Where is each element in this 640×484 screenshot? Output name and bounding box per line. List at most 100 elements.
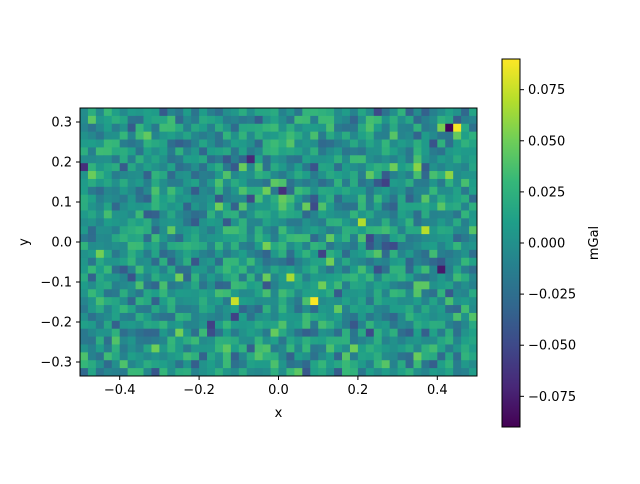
heatmap-cell <box>214 328 224 337</box>
heatmap-cell <box>80 305 89 314</box>
heatmap-cell <box>310 328 319 337</box>
heatmap-cell <box>278 163 287 172</box>
heatmap-cell <box>222 171 232 180</box>
heatmap-cell <box>437 265 446 274</box>
heatmap-cell <box>135 226 144 235</box>
heatmap-cell <box>302 108 311 117</box>
heatmap-cell <box>278 108 287 117</box>
heatmap-cell <box>357 336 367 345</box>
heatmap-cell <box>191 115 200 125</box>
heatmap-cell <box>95 242 105 251</box>
heatmap-cell <box>349 289 359 298</box>
heatmap-cell <box>238 131 248 140</box>
heatmap-cell <box>349 368 359 377</box>
heatmap-cell <box>135 131 144 140</box>
heatmap-cell <box>342 226 351 235</box>
heatmap-cell <box>159 210 168 219</box>
heatmap-cell <box>135 210 144 219</box>
heatmap-cell <box>429 368 438 377</box>
heatmap-cell <box>469 289 478 298</box>
heatmap-cell <box>397 171 406 180</box>
heatmap-cell <box>294 123 303 133</box>
heatmap-cell <box>373 131 383 140</box>
colorbar-tick-label: 0.025 <box>528 185 565 200</box>
heatmap-cell <box>318 336 327 345</box>
heatmap-cell <box>95 186 105 196</box>
heatmap-cell <box>119 218 129 227</box>
heatmap-cell <box>151 226 160 235</box>
heatmap-cell <box>302 344 311 353</box>
heatmap-cell <box>230 320 240 330</box>
heatmap-cell <box>381 194 391 203</box>
heatmap-cell <box>103 147 113 156</box>
heatmap-cell <box>270 328 279 337</box>
heatmap-cell <box>222 320 232 330</box>
heatmap-cell <box>151 139 160 148</box>
heatmap-cell <box>310 226 319 235</box>
heatmap-cell <box>135 281 144 290</box>
heatmap-cell <box>151 171 160 180</box>
heatmap-cell <box>119 289 129 298</box>
heatmap-cell <box>191 297 200 306</box>
heatmap-cell <box>397 218 406 227</box>
heatmap-cell <box>373 218 383 227</box>
heatmap-cell <box>445 171 454 180</box>
heatmap-cell <box>207 242 216 251</box>
heatmap-cell <box>365 273 375 282</box>
heatmap-cell <box>461 360 470 369</box>
heatmap-cell <box>421 360 430 369</box>
heatmap-cell <box>397 368 406 377</box>
heatmap-cell <box>214 242 224 251</box>
heatmap-cell <box>421 194 430 203</box>
heatmap-cell <box>437 210 446 219</box>
heatmap-cell <box>151 186 160 196</box>
heatmap-cell <box>175 281 184 290</box>
heatmap-cell <box>469 312 478 322</box>
heatmap-cell <box>349 344 359 353</box>
heatmap-cell <box>207 210 216 219</box>
heatmap-cell <box>254 210 264 219</box>
heatmap-cell <box>461 265 470 274</box>
heatmap-cell <box>310 344 319 353</box>
heatmap-cell <box>119 147 129 156</box>
x-axis-ticks: −0.4 −0.2 0.0 0.2 0.4 <box>104 376 448 398</box>
heatmap-cell <box>310 360 319 369</box>
heatmap-cell <box>294 352 303 361</box>
heatmap-cell <box>469 273 478 282</box>
heatmap-cell <box>254 328 264 337</box>
heatmap-cell <box>270 226 279 235</box>
heatmap-cell <box>389 186 398 196</box>
heatmap-cell <box>230 186 240 196</box>
heatmap-cell <box>326 249 335 259</box>
heatmap-cell <box>421 186 430 196</box>
heatmap-cell <box>191 289 200 298</box>
heatmap-cell <box>342 257 351 267</box>
heatmap-cell <box>262 115 271 125</box>
heatmap-cell <box>183 194 192 203</box>
heatmap-cell <box>119 202 129 211</box>
heatmap-cell <box>365 289 375 298</box>
heatmap-cell <box>342 234 351 243</box>
heatmap-cell <box>429 360 438 369</box>
heatmap-cell <box>349 210 359 219</box>
heatmap-cell <box>286 202 295 211</box>
heatmap-cell <box>365 234 375 243</box>
heatmap-cell <box>453 139 462 148</box>
heatmap-cell <box>373 281 383 290</box>
heatmap-cell <box>294 210 303 219</box>
heatmap-cell <box>405 155 414 164</box>
heatmap-cell <box>373 194 383 203</box>
heatmap-cell <box>342 273 351 282</box>
heatmap-cell <box>326 368 335 377</box>
heatmap-cell <box>222 155 232 164</box>
heatmap-cell <box>151 123 160 133</box>
heatmap-cell <box>294 131 303 140</box>
heatmap-cell <box>80 257 89 267</box>
heatmap-cell <box>214 368 224 377</box>
heatmap-cell <box>445 297 454 306</box>
heatmap-cell <box>310 218 319 227</box>
heatmap-cell <box>286 218 295 227</box>
heatmap-cell <box>349 281 359 290</box>
heatmap-cell <box>222 202 232 211</box>
heatmap-cell <box>413 289 422 298</box>
